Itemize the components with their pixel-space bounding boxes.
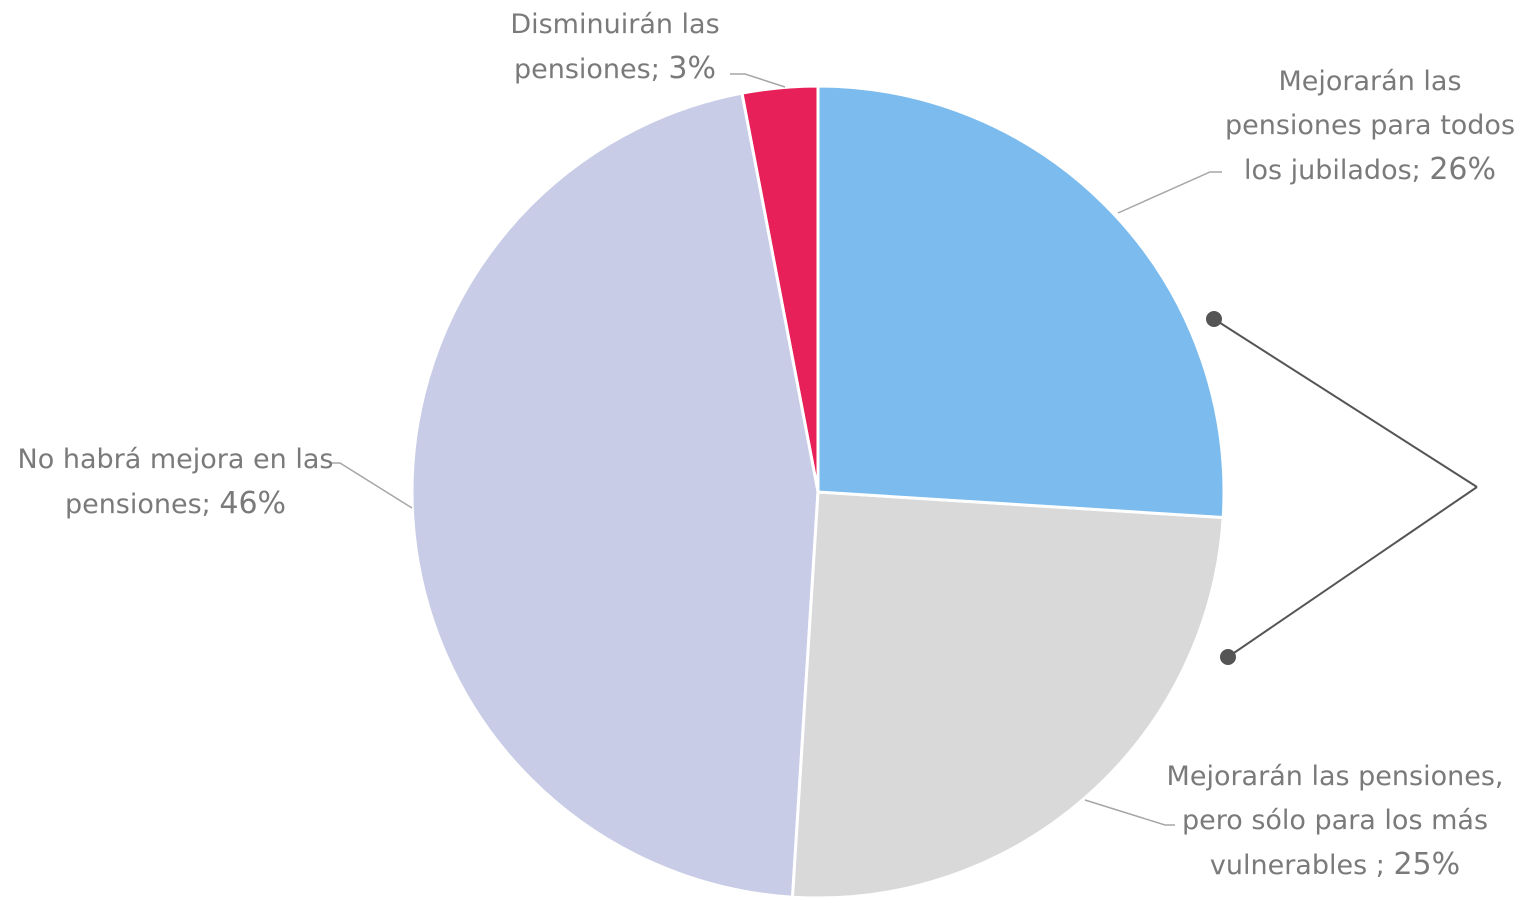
category-label: Mejorarán las pensiones para todos los j… (1224, 66, 1516, 186)
pie-slice (410, 91, 820, 899)
pie-slice (816, 84, 1226, 520)
value-label: 46% (219, 486, 287, 521)
slice-label: Mejorarán las pensiones, pero sólo para … (1165, 755, 1505, 888)
leader-line (1084, 799, 1175, 826)
slice-label: Disminuirán las pensiones; 3% (490, 3, 740, 92)
leaders (330, 73, 1222, 826)
bracket-line (1213, 318, 1478, 488)
bracket-dot (1206, 311, 1222, 327)
value-label: 26% (1429, 152, 1497, 187)
slice-label: Mejorarán las pensiones para todos los j… (1215, 60, 1524, 193)
value-label: 3% (668, 51, 717, 86)
value-label: 25% (1393, 847, 1461, 882)
category-label: Disminuirán las pensiones; (510, 9, 720, 85)
category-label: No habrá mejora en las pensiones; (17, 444, 334, 520)
bracket (1206, 311, 1478, 665)
slice-label: No habrá mejora en las pensiones; 46% (8, 438, 343, 527)
bracket-line (1227, 486, 1478, 658)
leader-line (730, 73, 786, 88)
category-label: Mejorarán las pensiones, pero sólo para … (1166, 761, 1504, 881)
bracket-dot (1220, 649, 1236, 665)
pie-slice (790, 490, 1225, 900)
leader-line (330, 462, 413, 509)
leader-line (1117, 171, 1222, 214)
